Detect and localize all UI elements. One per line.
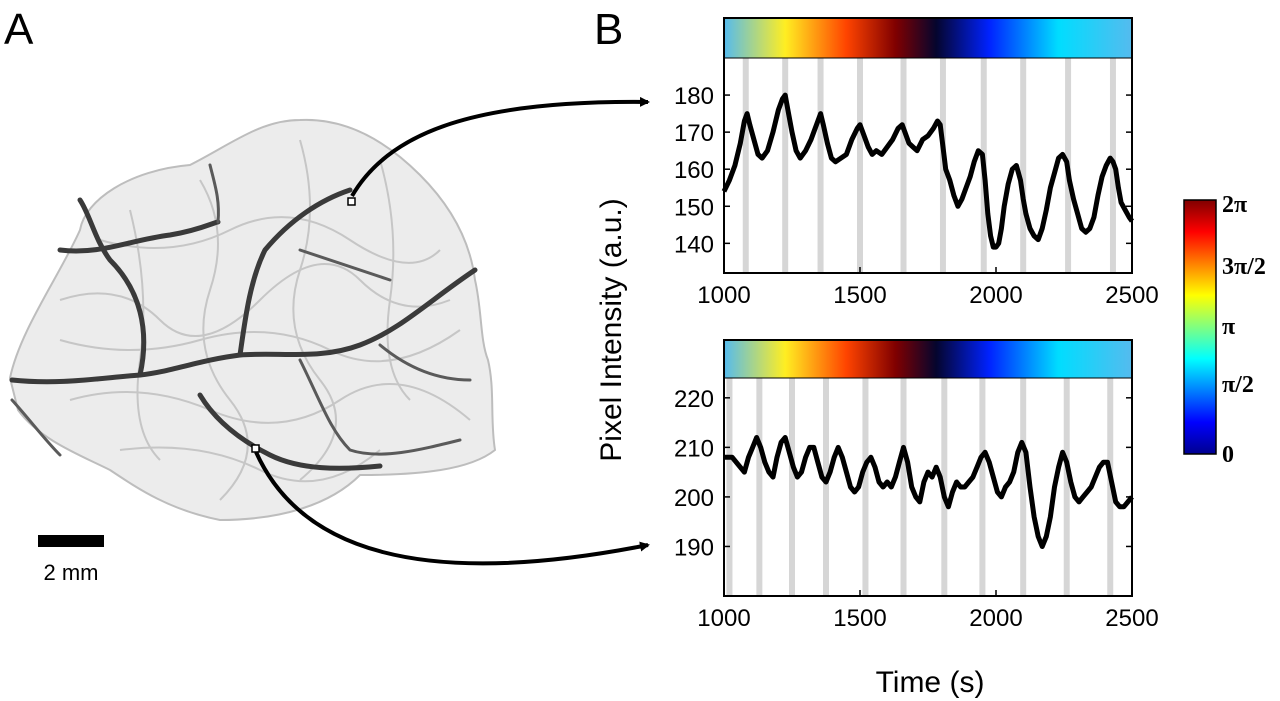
x-axis-label: Time (s): [876, 666, 985, 699]
bottom-peak-stripe-4: [862, 378, 869, 596]
panel-label-a: A: [4, 5, 34, 54]
colorbar-tick-3pi-half: 3π/2: [1222, 254, 1266, 280]
top-ytick-label-2: 160: [674, 157, 714, 184]
bottom-phase-strip: [724, 340, 1132, 378]
bottom-peak-stripe-1: [756, 378, 763, 596]
bottom-xtick-label-2: 2000: [969, 605, 1022, 632]
top-xtick-label-0: 1000: [697, 282, 750, 309]
bottom-ytick-label-3: 220: [674, 386, 714, 413]
top-intensity-trace: [721, 92, 1135, 250]
bottom-axes-box: [723, 339, 1133, 597]
vein-network-image: [8, 118, 497, 522]
bottom-xtick-label-0: 1000: [697, 605, 750, 632]
top-axes-box: [723, 17, 1133, 274]
bottom-peak-stripe-2: [789, 378, 795, 596]
top-ytick-label-4: 180: [674, 83, 714, 110]
colorbar-tick-2pi: 2π: [1222, 192, 1247, 218]
panel-label-b: B: [594, 5, 623, 54]
top-peak-stripe-3: [857, 58, 863, 273]
top-peak-stripe-1: [782, 58, 789, 273]
colorbar-tick-0: 0: [1222, 442, 1234, 468]
bottom-peak-stripe-9: [1063, 378, 1070, 596]
top-xtick-label-3: 2500: [1105, 282, 1158, 309]
top-ytick-label-1: 150: [674, 194, 714, 221]
top-peak-stripe-7: [1020, 58, 1027, 273]
bottom-peak-stripe-3: [823, 378, 829, 596]
bottom-peak-stripe-5: [900, 378, 907, 596]
colorbar-tick-pi-half: π/2: [1222, 372, 1254, 398]
colorbar-tick-pi: π: [1222, 314, 1235, 340]
arrow-to-bottom-trace: [254, 451, 650, 566]
top-ytick-label-3: 170: [674, 120, 714, 147]
scale-bar-label: 2 mm: [44, 560, 99, 585]
bottom-ytick-label-2: 210: [674, 435, 714, 462]
top-ytick-label-0: 140: [674, 231, 714, 258]
bottom-xtick-label-1: 1500: [833, 605, 886, 632]
bottom-peak-stripe-8: [1020, 378, 1027, 596]
scale-bar: [38, 535, 104, 547]
top-xtick-label-2: 2000: [969, 282, 1022, 309]
top-trace-chart: 1000 1500 2000 2500 140 150 160 170 180: [674, 17, 1159, 309]
bottom-xtick-label-3: 2500: [1105, 605, 1158, 632]
bottom-peak-stripe-7: [979, 378, 986, 596]
top-phase-strip: [724, 18, 1132, 58]
top-peak-stripes: [742, 58, 1116, 273]
top-peak-stripe-0: [742, 58, 749, 273]
y-axis-label: Pixel Intensity (a.u.): [595, 198, 628, 461]
bottom-ytick-label-1: 200: [674, 485, 714, 512]
top-peak-stripe-4: [900, 58, 907, 273]
arrow-to-top-trace: [350, 96, 650, 197]
bottom-ytick-label-0: 190: [674, 534, 714, 561]
bottom-intensity-trace: [724, 435, 1134, 549]
phase-colorbar: [1183, 199, 1217, 455]
top-xtick-label-1: 1500: [833, 282, 886, 309]
top-axis-ticks: 1000 1500 2000 2500 140 150 160 170 180: [674, 83, 1159, 309]
bottom-axis-ticks: 1000 1500 2000 2500 190 200 210 220: [674, 386, 1159, 632]
bottom-trace-chart: 1000 1500 2000 2500 190 200 210 220: [674, 339, 1159, 632]
bottom-peak-stripe-0: [726, 378, 733, 596]
top-peak-stripe-2: [817, 58, 824, 273]
